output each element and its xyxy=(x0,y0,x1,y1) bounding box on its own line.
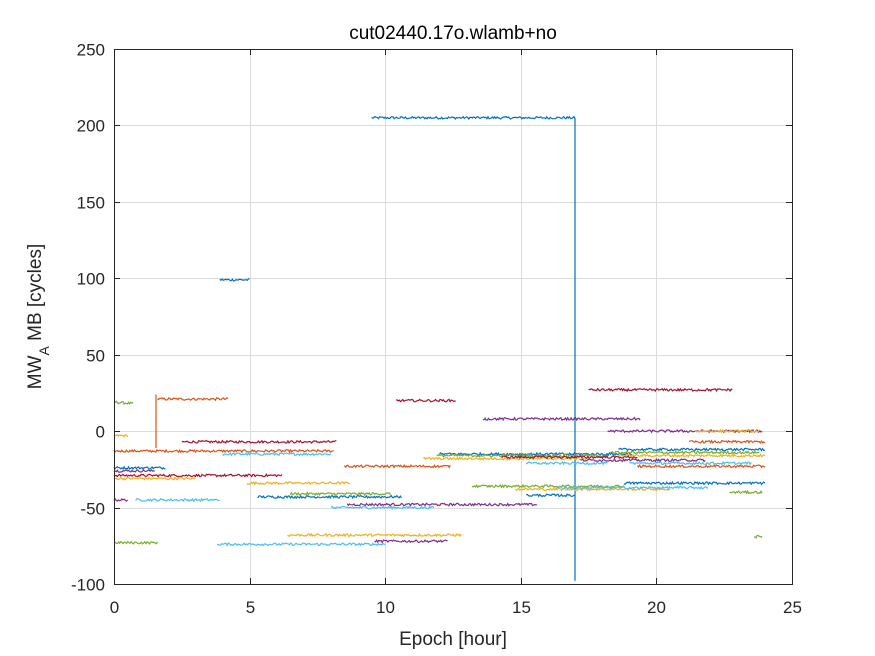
series-line-42 xyxy=(636,463,766,469)
series-line-17 xyxy=(257,494,402,500)
y-tick-label: -100 xyxy=(71,576,105,595)
y-tick-label: 50 xyxy=(86,347,105,366)
plot-area xyxy=(114,49,792,584)
series-line-39 xyxy=(617,453,766,458)
y-tick-label: 250 xyxy=(77,41,105,60)
series-line-7 xyxy=(181,439,337,445)
series-line-18 xyxy=(289,491,392,497)
series-line-27 xyxy=(482,416,641,422)
series-line-19 xyxy=(330,505,435,511)
y-axis-label-main: MW xyxy=(25,355,46,389)
series-line-20 xyxy=(346,502,538,507)
series-line-12 xyxy=(113,473,283,478)
series-line-10 xyxy=(113,465,166,471)
y-tick-label: 100 xyxy=(77,270,105,289)
series-line-37 xyxy=(618,447,766,452)
series-line-8 xyxy=(113,448,334,454)
series-line-45 xyxy=(555,485,709,491)
x-tick-label: 10 xyxy=(376,598,395,617)
ticks xyxy=(114,49,793,585)
y-axis-label-rest: MB [cycles] xyxy=(25,244,46,346)
series-line-13 xyxy=(113,476,196,481)
series-line-41 xyxy=(629,460,752,466)
x-tick-label: 0 xyxy=(110,598,119,617)
series-line-5 xyxy=(157,397,229,402)
series-line-29 xyxy=(607,429,763,434)
axes-box xyxy=(114,49,793,585)
y-tick-label: 150 xyxy=(77,194,105,213)
series-line-43 xyxy=(471,483,625,489)
y-axis-label: MWA MB [cycles] xyxy=(25,244,52,390)
x-axis-label: Epoch [hour] xyxy=(399,629,507,650)
series-layer xyxy=(113,115,766,581)
series-line-3 xyxy=(113,400,134,406)
series-line-0 xyxy=(371,115,576,121)
series-line-26 xyxy=(343,464,451,469)
series-line-40 xyxy=(580,457,706,463)
series-line-25 xyxy=(396,398,456,403)
series-line-44 xyxy=(514,487,671,492)
x-tick-label: 20 xyxy=(647,598,666,617)
x-tick-label: 25 xyxy=(783,598,802,617)
y-tick-label: 0 xyxy=(96,423,105,442)
series-line-36 xyxy=(525,460,608,466)
series-line-24 xyxy=(374,538,448,544)
series-line-4 xyxy=(113,433,129,438)
series-line-31 xyxy=(688,439,766,445)
series-line-38 xyxy=(609,450,760,455)
x-tick-label: 5 xyxy=(246,598,255,617)
series-line-30 xyxy=(694,428,760,434)
tick-labels: 0 5 10 15 20 25 -100 -50 0 50 100 150 200 250 xyxy=(71,41,802,618)
series-line-21 xyxy=(113,540,158,545)
y-tick-label: 200 xyxy=(77,117,105,136)
series-line-47 xyxy=(729,489,763,495)
series-line-11 xyxy=(113,468,155,473)
series-line-49 xyxy=(753,534,763,539)
series-line-23 xyxy=(287,532,462,538)
series-line-14 xyxy=(246,481,351,486)
series-line-16 xyxy=(135,497,221,503)
series-line-22 xyxy=(216,542,386,547)
series-line-46 xyxy=(623,480,766,486)
chart-title: cut02440.17o.wlamb+no xyxy=(349,23,557,44)
y-axis-label-subscript: A xyxy=(36,345,52,355)
series-line-15 xyxy=(113,497,129,502)
x-tick-label: 15 xyxy=(512,598,531,617)
y-tick-label: -50 xyxy=(80,500,105,519)
series-line-35 xyxy=(501,454,638,460)
series-line-48 xyxy=(526,493,575,498)
series-line-9 xyxy=(222,451,332,457)
series-line-2 xyxy=(219,278,250,282)
series-line-28 xyxy=(588,387,733,393)
